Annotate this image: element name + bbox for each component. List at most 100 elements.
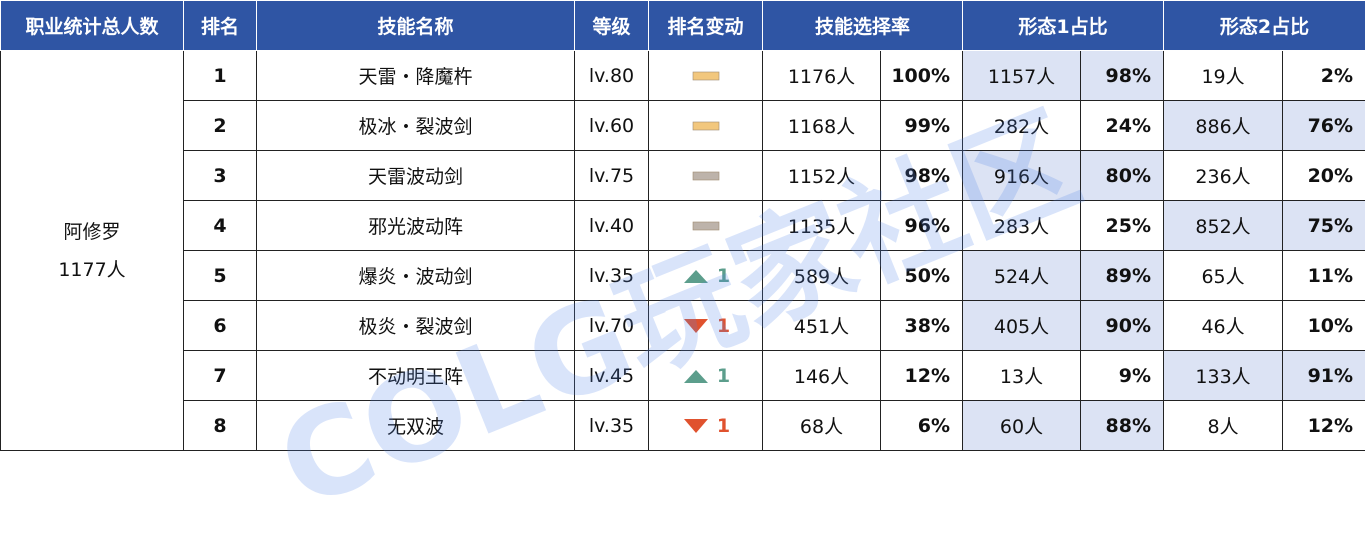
- class-name: 阿修罗: [1, 213, 183, 251]
- level-cell: lv.40: [575, 201, 649, 251]
- form2-count: 886人: [1164, 101, 1283, 151]
- form2-count: 19人: [1164, 51, 1283, 101]
- rank-cell: 3: [184, 151, 257, 201]
- form1-count: 282人: [963, 101, 1081, 151]
- skill-cell: 无双波: [257, 401, 575, 451]
- skill-cell: 天雷・降魔杵: [257, 51, 575, 101]
- rank-cell: 1: [184, 51, 257, 101]
- change-cell: [649, 201, 763, 251]
- form1-count: 60人: [963, 401, 1081, 451]
- form1-pct: 80%: [1081, 151, 1164, 201]
- form2-count: 236人: [1164, 151, 1283, 201]
- form2-pct: 76%: [1283, 101, 1365, 151]
- form1-pct: 89%: [1081, 251, 1164, 301]
- count-cell: 1168人: [763, 101, 881, 151]
- level-cell: lv.80: [575, 51, 649, 101]
- header-cell: 技能名称: [257, 1, 575, 51]
- change-icon: [681, 416, 711, 436]
- form2-pct: 11%: [1283, 251, 1365, 301]
- form1-count: 283人: [963, 201, 1081, 251]
- header-cell: 排名变动: [649, 1, 763, 51]
- header-cell: 形态2占比: [1164, 1, 1365, 51]
- form1-count: 524人: [963, 251, 1081, 301]
- rate-cell: 12%: [881, 351, 963, 401]
- rank-cell: 7: [184, 351, 257, 401]
- rate-cell: 96%: [881, 201, 963, 251]
- flat-marker: [693, 172, 719, 180]
- change-amount: 1: [717, 365, 730, 387]
- count-cell: 146人: [763, 351, 881, 401]
- form1-pct: 25%: [1081, 201, 1164, 251]
- form1-pct: 24%: [1081, 101, 1164, 151]
- rate-cell: 98%: [881, 151, 963, 201]
- class-total: 1177人: [1, 251, 183, 289]
- form1-pct: 9%: [1081, 351, 1164, 401]
- level-cell: lv.35: [575, 401, 649, 451]
- up-arrow: [684, 370, 708, 383]
- change-cell: [649, 51, 763, 101]
- rank-cell: 5: [184, 251, 257, 301]
- flat-marker: [693, 222, 719, 230]
- form1-pct: 90%: [1081, 301, 1164, 351]
- form2-count: 65人: [1164, 251, 1283, 301]
- rank-cell: 6: [184, 301, 257, 351]
- form1-count: 916人: [963, 151, 1081, 201]
- change-icon: [691, 116, 721, 136]
- count-cell: 1135人: [763, 201, 881, 251]
- header-cell: 形态1占比: [963, 1, 1164, 51]
- form2-pct: 2%: [1283, 51, 1365, 101]
- change-icon: [691, 66, 721, 86]
- header-row: 职业统计总人数 排名 技能名称 等级 排名变动 技能选择率 形态1占比 形态2占…: [1, 1, 1365, 51]
- rate-cell: 6%: [881, 401, 963, 451]
- change-cell: 1: [649, 351, 763, 401]
- change-icon: [681, 366, 711, 386]
- skill-cell: 极冰・裂波剑: [257, 101, 575, 151]
- level-cell: lv.70: [575, 301, 649, 351]
- change-amount: 1: [717, 265, 730, 287]
- change-icon: [681, 266, 711, 286]
- form2-pct: 10%: [1283, 301, 1365, 351]
- form1-count: 405人: [963, 301, 1081, 351]
- change-amount: 1: [717, 415, 730, 437]
- change-amount: 1: [717, 315, 730, 337]
- skill-cell: 不动明王阵: [257, 351, 575, 401]
- change-icon: [691, 166, 721, 186]
- change-cell: [649, 151, 763, 201]
- skill-cell: 邪光波动阵: [257, 201, 575, 251]
- header-cell: 等级: [575, 1, 649, 51]
- header-cell: 排名: [184, 1, 257, 51]
- skill-table: 职业统计总人数 排名 技能名称 等级 排名变动 技能选择率 形态1占比 形态2占…: [0, 0, 1365, 451]
- form2-pct: 75%: [1283, 201, 1365, 251]
- form1-count: 13人: [963, 351, 1081, 401]
- change-icon: [691, 216, 721, 236]
- level-cell: lv.75: [575, 151, 649, 201]
- count-cell: 589人: [763, 251, 881, 301]
- change-cell: 1: [649, 401, 763, 451]
- change-cell: 1: [649, 251, 763, 301]
- form2-count: 852人: [1164, 201, 1283, 251]
- skill-cell: 天雷波动剑: [257, 151, 575, 201]
- rank-cell: 4: [184, 201, 257, 251]
- count-cell: 68人: [763, 401, 881, 451]
- form2-pct: 12%: [1283, 401, 1365, 451]
- form2-count: 133人: [1164, 351, 1283, 401]
- down-arrow: [684, 419, 708, 433]
- form1-pct: 88%: [1081, 401, 1164, 451]
- flat-marker: [693, 72, 719, 80]
- page: 职业统计总人数 排名 技能名称 等级 排名变动 技能选择率 形态1占比 形态2占…: [0, 0, 1365, 450]
- level-cell: lv.60: [575, 101, 649, 151]
- rate-cell: 100%: [881, 51, 963, 101]
- rank-cell: 2: [184, 101, 257, 151]
- form2-count: 8人: [1164, 401, 1283, 451]
- form1-count: 1157人: [963, 51, 1081, 101]
- count-cell: 1152人: [763, 151, 881, 201]
- change-icon: [681, 316, 711, 336]
- level-cell: lv.35: [575, 251, 649, 301]
- header-cell: 职业统计总人数: [1, 1, 184, 51]
